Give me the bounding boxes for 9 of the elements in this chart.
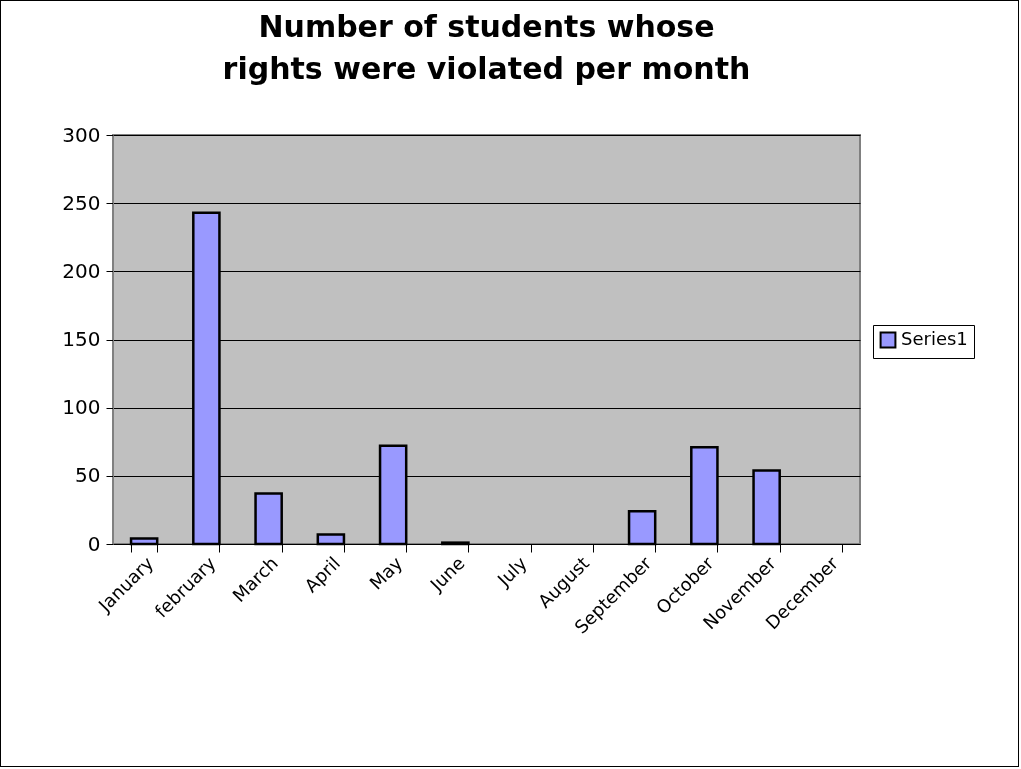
y-tick-label: 100 <box>62 395 101 420</box>
y-tick-label: 50 <box>75 463 101 488</box>
y-tick-label: 0 <box>87 531 101 556</box>
y-tick-label: 150 <box>62 327 101 351</box>
legend-label: Series1 <box>901 328 968 349</box>
chart-title: Number of students whose rights were violated per month <box>222 9 751 86</box>
y-tick-label: 300 <box>62 122 101 147</box>
y-tick-label: 250 <box>62 190 101 215</box>
y-tick-label: 200 <box>62 258 101 283</box>
